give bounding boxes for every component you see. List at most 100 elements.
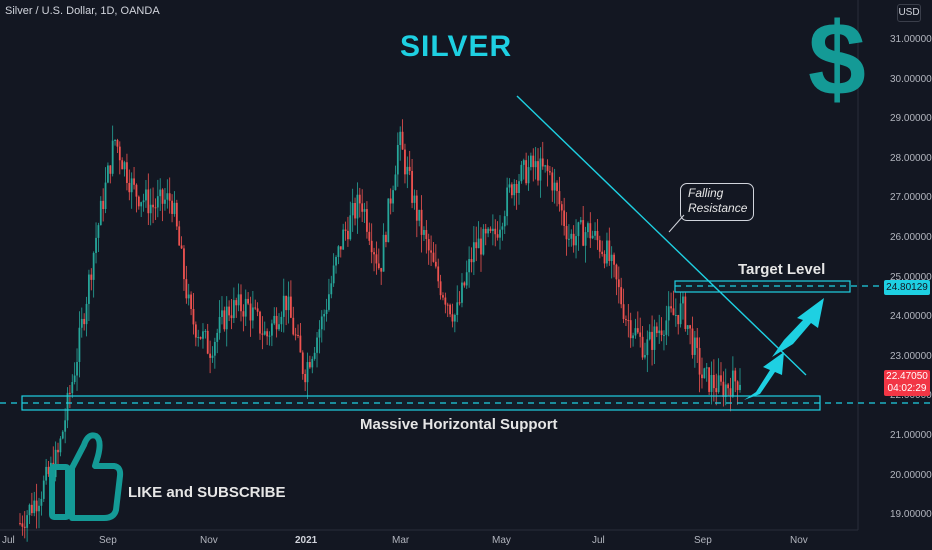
candle-body bbox=[192, 308, 195, 325]
time-tick-label: Sep bbox=[694, 535, 712, 546]
candle-body bbox=[620, 287, 623, 305]
candle-body bbox=[166, 193, 169, 200]
candle-body bbox=[261, 333, 264, 335]
candle-body bbox=[724, 384, 727, 397]
target-price-tag: 24.80129 bbox=[884, 280, 930, 295]
arrow-up-right-icon bbox=[744, 298, 824, 400]
candle-body bbox=[406, 166, 409, 175]
candle-body bbox=[354, 202, 356, 219]
candle-body bbox=[259, 311, 261, 334]
candle-body bbox=[178, 226, 181, 246]
candle-body bbox=[534, 161, 537, 168]
candle-body bbox=[297, 335, 299, 337]
candle-body bbox=[280, 316, 283, 325]
price-tick-label: 21.00000 bbox=[890, 430, 932, 441]
candle-body bbox=[720, 375, 722, 382]
thumbs-up-icon bbox=[49, 432, 124, 521]
candle-body bbox=[703, 368, 706, 379]
candle-body bbox=[541, 158, 544, 167]
candle-body bbox=[337, 246, 340, 258]
candle-body bbox=[126, 162, 128, 183]
candle-body bbox=[698, 347, 701, 375]
candle-body bbox=[216, 332, 219, 342]
candle-body bbox=[235, 300, 238, 306]
candle-body bbox=[76, 361, 78, 376]
candle-body bbox=[551, 172, 554, 191]
candle-body bbox=[684, 296, 687, 329]
candle-body bbox=[442, 295, 444, 298]
candle-body bbox=[549, 171, 551, 173]
candle-body bbox=[159, 189, 162, 197]
candle-body bbox=[190, 294, 192, 309]
candle-body bbox=[489, 228, 492, 232]
candle-body bbox=[320, 316, 323, 330]
candle-body bbox=[147, 189, 150, 214]
candle-body bbox=[736, 381, 739, 391]
candle-body bbox=[539, 158, 542, 181]
candle-body bbox=[686, 325, 689, 329]
candle-body bbox=[606, 240, 608, 264]
candle-body bbox=[679, 303, 682, 325]
candle-body bbox=[475, 242, 478, 249]
candle-body bbox=[451, 314, 454, 322]
current-price: 22.47050 bbox=[886, 371, 928, 382]
candle-body bbox=[601, 251, 604, 255]
candle-body bbox=[434, 261, 437, 267]
candle-body bbox=[708, 367, 711, 392]
candle-body bbox=[525, 160, 528, 184]
candle-body bbox=[102, 200, 105, 210]
candle-body bbox=[213, 341, 216, 356]
candle-body bbox=[209, 353, 211, 358]
callout-line-2: Resistance bbox=[688, 201, 748, 215]
candle-body bbox=[418, 209, 421, 221]
candle-body bbox=[617, 279, 620, 288]
candle-body bbox=[477, 238, 480, 249]
candles bbox=[19, 119, 741, 542]
candle-body bbox=[116, 140, 119, 147]
candle-body bbox=[444, 297, 447, 305]
candle-body bbox=[472, 242, 475, 263]
candle-body bbox=[263, 331, 266, 335]
candle-body bbox=[432, 252, 435, 262]
candle-body bbox=[268, 335, 271, 337]
price-tick-label: 30.00000 bbox=[890, 73, 932, 85]
candle-body bbox=[399, 131, 402, 145]
candle-body bbox=[294, 334, 297, 336]
candle-body bbox=[446, 304, 449, 306]
candle-body bbox=[518, 181, 520, 193]
candle-body bbox=[316, 337, 318, 353]
candle-body bbox=[722, 381, 725, 397]
target-level-label: Target Level bbox=[738, 261, 826, 278]
candle-body bbox=[358, 194, 361, 204]
candle-body bbox=[622, 304, 625, 320]
candle-body bbox=[247, 298, 250, 304]
candle-body bbox=[59, 438, 62, 453]
candle-body bbox=[114, 140, 116, 142]
candle-body bbox=[187, 294, 190, 299]
candle-body bbox=[468, 259, 471, 273]
candle-body bbox=[456, 302, 459, 315]
candle-body bbox=[47, 466, 50, 475]
candle-body bbox=[582, 220, 585, 246]
candle-body bbox=[577, 222, 580, 237]
price-tick-label: 24.00000 bbox=[890, 311, 932, 323]
candle-body bbox=[301, 352, 304, 374]
candle-body bbox=[712, 374, 715, 389]
candle-body bbox=[644, 355, 646, 358]
candle-body bbox=[342, 229, 345, 250]
candle-body bbox=[629, 320, 632, 339]
candle-body bbox=[627, 320, 630, 322]
candle-body bbox=[95, 237, 97, 253]
time-tick-label: Nov bbox=[200, 535, 218, 546]
candle-body bbox=[42, 480, 45, 499]
candle-body bbox=[368, 231, 371, 241]
price-tick-label: 29.00000 bbox=[890, 113, 932, 125]
currency-button[interactable]: USD bbox=[897, 4, 921, 22]
candle-body bbox=[639, 332, 642, 337]
candle-body bbox=[361, 203, 364, 212]
candle-body bbox=[71, 382, 74, 394]
candle-body bbox=[173, 202, 176, 214]
candle-body bbox=[240, 294, 242, 312]
falling-resistance-line bbox=[516, 95, 807, 376]
candle-body bbox=[313, 352, 316, 359]
